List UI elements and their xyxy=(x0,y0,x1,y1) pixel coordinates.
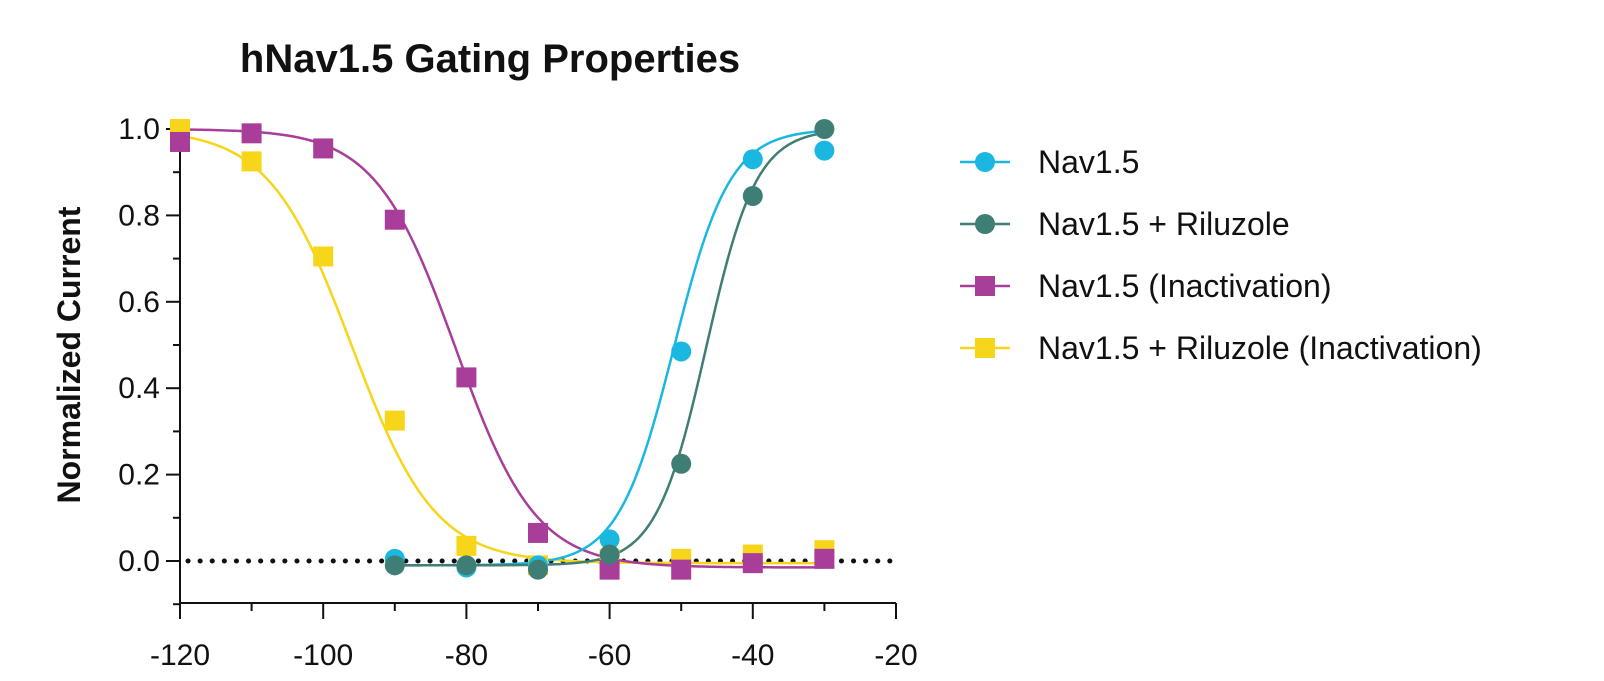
data-point xyxy=(384,555,405,576)
y-tick-label: 0.0 xyxy=(118,545,160,578)
data-point xyxy=(599,544,620,565)
legend-label: Nav1.5 + Riluzole (Inactivation) xyxy=(1038,330,1482,366)
data-point xyxy=(313,246,334,267)
y-axis-label: Normalized Current xyxy=(51,206,87,503)
x-tick-label: -80 xyxy=(445,639,488,672)
data-point xyxy=(742,553,763,574)
data-point xyxy=(384,410,405,431)
x-tick-label: -60 xyxy=(588,639,631,672)
x-tick-label: -120 xyxy=(150,639,210,672)
data-point xyxy=(241,151,262,172)
data-point xyxy=(671,559,692,580)
legend-marker xyxy=(975,338,995,358)
data-point xyxy=(814,119,835,139)
data-point xyxy=(814,140,835,161)
data-point xyxy=(456,555,477,576)
data-point xyxy=(384,209,405,230)
data-point xyxy=(742,149,763,170)
data-point xyxy=(742,185,763,206)
legend-label: Nav1.5 xyxy=(1038,144,1139,180)
legend-label: Nav1.5 (Inactivation) xyxy=(1038,268,1331,304)
x-tick-label: -20 xyxy=(874,639,917,672)
data-point xyxy=(241,123,262,144)
data-point xyxy=(170,131,190,152)
x-tick-label: -40 xyxy=(731,639,774,672)
y-tick-label: 1.0 xyxy=(118,113,160,146)
y-tick-label: 0.6 xyxy=(118,286,160,319)
legend-label: Nav1.5 + Riluzole xyxy=(1038,206,1290,242)
legend-marker xyxy=(975,214,995,234)
plot-area: 0.0 0.2 0.4 0.6 0.8 1.0 -120 -100 -80 -60 -40 -20 xyxy=(118,113,917,672)
y-tick-label: 0.2 xyxy=(118,459,160,492)
data-point xyxy=(671,341,692,362)
data-point xyxy=(528,559,548,580)
legend: Nav1.5 Nav1.5 + Riluzole Nav1.5 (Inactivat… xyxy=(960,144,1482,366)
y-tick-label: 0.4 xyxy=(118,372,160,405)
data-point xyxy=(599,559,620,580)
y-tick-label: 0.8 xyxy=(118,199,160,232)
data-point xyxy=(528,522,548,543)
fit-curve xyxy=(179,134,825,565)
chart-title: hNav1.5 Gating Properties xyxy=(240,37,740,81)
data-point xyxy=(599,529,620,550)
data-point xyxy=(456,367,477,388)
data-point xyxy=(313,138,334,159)
legend-marker xyxy=(975,152,995,172)
data-point xyxy=(671,453,692,474)
data-point xyxy=(456,535,477,556)
x-tick-label: -100 xyxy=(293,639,353,672)
legend-marker xyxy=(975,276,995,296)
data-point xyxy=(814,548,835,569)
fit-curve xyxy=(179,128,825,569)
